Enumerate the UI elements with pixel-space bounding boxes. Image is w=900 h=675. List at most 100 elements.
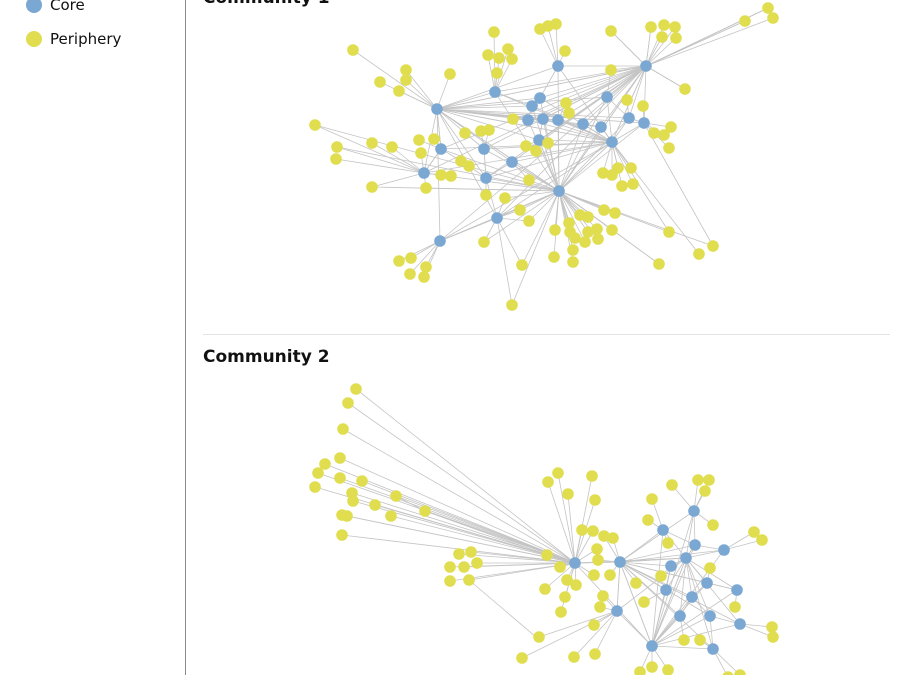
core-node xyxy=(534,92,546,104)
edge xyxy=(436,108,560,192)
edge xyxy=(409,240,441,275)
edge xyxy=(496,217,523,266)
periphery-node xyxy=(678,634,690,646)
edge xyxy=(436,108,613,143)
core-node xyxy=(718,544,730,556)
edge xyxy=(398,90,438,110)
edge xyxy=(314,124,425,174)
core-node xyxy=(577,118,589,130)
periphery-node xyxy=(662,537,674,549)
periphery-node xyxy=(502,43,514,55)
periphery-node xyxy=(334,472,346,484)
periphery-node xyxy=(588,569,600,581)
edge xyxy=(558,123,584,192)
periphery-node xyxy=(605,25,617,37)
periphery-node-swatch xyxy=(26,31,42,47)
edge xyxy=(391,146,425,174)
sidebar-divider xyxy=(185,0,186,675)
periphery-node xyxy=(607,532,619,544)
core-node xyxy=(431,103,443,115)
edge xyxy=(619,561,741,625)
core-node xyxy=(553,185,565,197)
edge xyxy=(582,65,647,125)
edge xyxy=(539,65,559,99)
periphery-node xyxy=(552,467,564,479)
core-node xyxy=(506,156,518,168)
edge xyxy=(439,141,613,242)
periphery-node xyxy=(369,499,381,511)
periphery-node xyxy=(541,549,553,561)
edge xyxy=(458,553,576,564)
edge xyxy=(425,187,560,192)
edge xyxy=(611,141,670,233)
periphery-node xyxy=(478,236,490,248)
periphery-node xyxy=(539,583,551,595)
periphery-node xyxy=(591,543,603,555)
edge xyxy=(483,148,560,192)
periphery-node xyxy=(561,574,573,586)
periphery-node xyxy=(621,94,633,106)
edge xyxy=(485,177,498,219)
periphery-node xyxy=(330,153,342,165)
core-node xyxy=(533,134,545,146)
edge xyxy=(574,530,594,564)
edge xyxy=(504,190,560,199)
core-node xyxy=(686,591,698,603)
core-node xyxy=(689,539,701,551)
edge xyxy=(336,146,560,192)
periphery-node xyxy=(656,31,668,43)
edge xyxy=(538,610,618,638)
edge xyxy=(405,69,438,110)
core-node xyxy=(657,524,669,536)
periphery-node xyxy=(542,137,554,149)
periphery-node xyxy=(739,15,751,27)
periphery-node xyxy=(559,591,571,603)
periphery-node xyxy=(386,141,398,153)
periphery-node xyxy=(413,134,425,146)
periphery-node xyxy=(506,53,518,65)
periphery-node xyxy=(555,606,567,618)
core-node xyxy=(638,117,650,129)
periphery-node xyxy=(756,534,768,546)
community-1-title: Community 1 xyxy=(203,0,330,8)
periphery-node xyxy=(692,474,704,486)
edge xyxy=(521,190,560,266)
periphery-node xyxy=(420,261,432,273)
edge xyxy=(606,65,647,98)
periphery-node xyxy=(554,561,566,573)
edge xyxy=(560,562,576,613)
core-node xyxy=(434,235,446,247)
core-node xyxy=(704,610,716,622)
periphery-node xyxy=(568,651,580,663)
periphery-node xyxy=(748,526,760,538)
edge xyxy=(352,49,438,110)
periphery-node xyxy=(415,147,427,159)
core-node xyxy=(614,556,626,568)
periphery-node xyxy=(588,619,600,631)
edge xyxy=(685,557,741,625)
core-node xyxy=(480,172,492,184)
periphery-node xyxy=(704,562,716,574)
periphery-node xyxy=(598,204,610,216)
edge xyxy=(651,589,738,647)
periphery-node xyxy=(655,570,667,582)
edge xyxy=(611,141,700,255)
periphery-node xyxy=(366,137,378,149)
periphery-node xyxy=(420,182,432,194)
periphery-node xyxy=(587,525,599,537)
core-node xyxy=(522,114,534,126)
edge xyxy=(436,108,442,150)
core-node xyxy=(569,557,581,569)
periphery-node xyxy=(341,510,353,522)
core-node xyxy=(701,577,713,589)
edge xyxy=(557,472,576,564)
core-node xyxy=(611,605,623,617)
periphery-node xyxy=(567,256,579,268)
edge xyxy=(685,557,693,598)
periphery-node xyxy=(334,452,346,464)
edge xyxy=(645,65,686,90)
periphery-node xyxy=(550,18,562,30)
edge xyxy=(371,172,425,188)
periphery-node xyxy=(418,271,430,283)
edge xyxy=(574,562,653,647)
